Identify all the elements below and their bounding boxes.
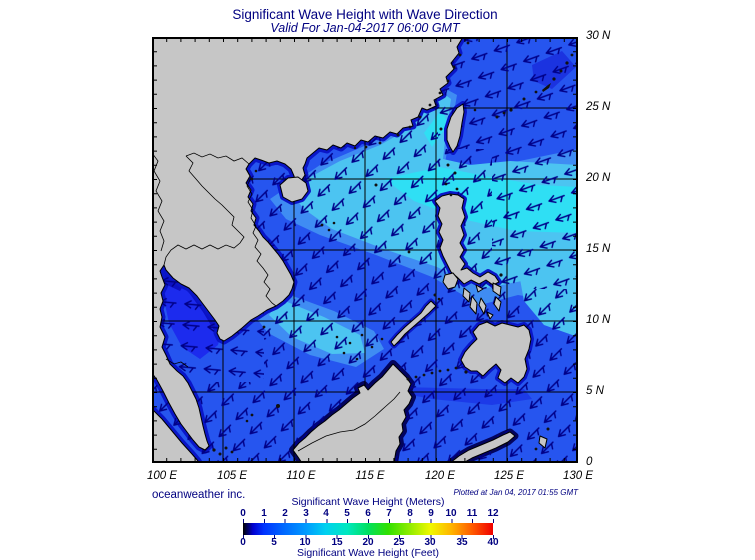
colorbar-meters-tick: 5	[344, 508, 350, 519]
lon-label-125e: 125 E	[493, 470, 525, 482]
lat-label-30n: 30 N	[586, 30, 611, 42]
colorbar-meters-tick: 1	[261, 508, 267, 519]
map-svg	[148, 33, 578, 467]
colorbar-feet-tick: 20	[362, 537, 374, 548]
borders-layer	[151, 152, 401, 452]
land-luzon	[434, 193, 500, 286]
colorbar-meters-tick: 7	[386, 508, 392, 519]
land-mindanao	[460, 321, 532, 384]
land-asia-mainland	[151, 36, 464, 451]
colorbar-meters-tick: 3	[303, 508, 309, 519]
lat-label-20n: 20 N	[586, 172, 611, 184]
land-leyte	[493, 296, 502, 312]
lon-label-105e: 105 E	[216, 470, 248, 482]
land-palawan	[390, 300, 437, 347]
colorbar-meters-tick: 12	[487, 508, 499, 519]
oceanweather-credit: oceanweather inc.	[152, 489, 246, 501]
land-bohol	[486, 311, 494, 320]
land-masbate	[475, 284, 484, 293]
lat-label-25n: 25 N	[586, 101, 611, 113]
colorbar-feet-tick: 5	[271, 537, 277, 548]
colorbar-feet-tick: 35	[456, 537, 468, 548]
colorbar-feet-tickmarks	[243, 535, 494, 539]
plotted-timestamp: Plotted at Jan 04, 2017 01:55 GMT	[453, 488, 578, 497]
wave-height-map	[148, 33, 578, 467]
land-mindoro	[442, 272, 459, 290]
colorbar-feet-tick: 15	[331, 537, 343, 548]
lon-label-110e: 110 E	[286, 470, 316, 482]
colorbar-meters-tick: 8	[407, 508, 413, 519]
colorbar-meters-tick: 10	[445, 508, 457, 519]
lon-label-100e: 100 E	[146, 470, 178, 482]
colorbar-meters-label: Significant Wave Height (Meters)	[291, 496, 445, 508]
page-title: Significant Wave Height with Wave Direct…	[232, 7, 498, 22]
colorbar-meters-tick: 2	[282, 508, 288, 519]
colorbar-meters-tick: 11	[466, 508, 478, 519]
colorbar-feet-tick: 0	[240, 537, 246, 548]
land-layer	[151, 36, 548, 464]
lat-label-10n: 10 N	[586, 314, 611, 326]
lon-label-115e: 115 E	[355, 470, 385, 482]
lat-label-5n: 5 N	[586, 385, 604, 397]
land-panay	[462, 287, 471, 303]
islands-layer	[212, 41, 574, 456]
land-sulawesi	[449, 431, 516, 464]
land-negros	[469, 295, 478, 315]
land-cebu	[478, 297, 487, 315]
lon-label-120e: 120 E	[424, 470, 456, 482]
land-halmahera	[538, 435, 548, 449]
colorbar-meters-tick: 4	[323, 508, 329, 519]
land-hainan	[279, 176, 309, 203]
colorbar-feet-tick: 30	[424, 537, 436, 548]
colorbar-meters-tick: 0	[240, 508, 246, 519]
colorbar-meters-tickmarks	[243, 519, 494, 523]
colorbar-feet-tick: 10	[299, 537, 311, 548]
colorbar-gradient	[243, 523, 493, 535]
colorbar-feet-tick: 25	[393, 537, 405, 548]
lon-label-130e: 130 E	[562, 470, 594, 482]
lat-label-15n: 15 N	[586, 243, 611, 255]
colorbar-meters-tick: 9	[428, 508, 434, 519]
lat-label-0: 0	[586, 456, 593, 468]
colorbar-meters-tick: 6	[365, 508, 371, 519]
map-frame	[152, 37, 578, 463]
colorbar-feet-tick: 40	[487, 537, 499, 548]
land-borneo	[292, 363, 413, 464]
land-samar	[492, 282, 502, 297]
valid-time-subtitle: Valid For Jan-04-2017 06:00 GMT	[270, 21, 460, 35]
colorbar-feet-label: Significant Wave Height (Feet)	[296, 547, 439, 559]
land-taiwan	[446, 103, 465, 153]
